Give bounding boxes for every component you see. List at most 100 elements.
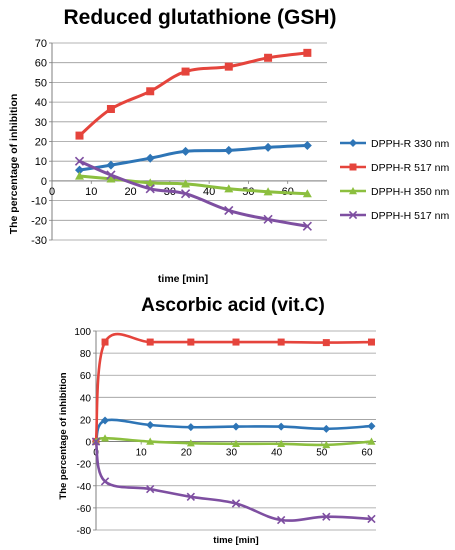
- data-point: [367, 338, 375, 346]
- legend-label: DPPH-R 517 nm: [371, 162, 449, 174]
- chart-1-y-axis-label: The percentage of inhibition: [8, 94, 20, 235]
- data-point: [322, 424, 331, 433]
- data-point: [100, 477, 110, 486]
- data-point: [232, 422, 240, 431]
- data-point: [303, 48, 312, 57]
- data-point: [322, 512, 331, 521]
- series-line: [94, 436, 373, 447]
- data-point: [106, 174, 116, 183]
- data-point: [146, 437, 155, 445]
- chart-1-y-tick-label: -30: [31, 235, 47, 247]
- data-point: [74, 156, 85, 166]
- data-point: [277, 422, 286, 431]
- data-point: [146, 420, 155, 429]
- data-point: [75, 171, 84, 180]
- data-point: [145, 184, 155, 194]
- data-point: [181, 179, 191, 188]
- data-point: [187, 338, 195, 346]
- data-point: [146, 338, 154, 346]
- data-point: [75, 165, 84, 175]
- chart-2-x-axis-label: time [min]: [213, 535, 258, 546]
- chart-2-y-tick-label: 60: [80, 371, 92, 382]
- legend-label: DPPH-H 517 nm: [371, 210, 449, 222]
- data-point: [277, 439, 286, 447]
- legend-marker: [349, 187, 357, 195]
- chart-1-y-tick-label: 0: [41, 176, 47, 188]
- legend-marker: [349, 139, 357, 147]
- chart-1-x-tick-label: 10: [85, 186, 97, 198]
- chart-1-x-tick-label: 40: [203, 186, 215, 198]
- data-point: [264, 53, 273, 62]
- chart-2-y-tick-label: 20: [80, 415, 92, 426]
- chart-1-x-axis-label: time [min]: [158, 273, 208, 285]
- chart-1-title: Reduced glutathione (GSH): [64, 6, 337, 29]
- chart-2-y-tick-label: 40: [80, 393, 92, 404]
- chart-2-y-tick-label: 0: [85, 438, 91, 449]
- data-point: [186, 439, 195, 447]
- chart-1-y-tick-label: -20: [31, 215, 47, 227]
- chart-2-y-tick-label: -40: [77, 482, 92, 493]
- chart-1-y-tick-label: 70: [35, 38, 47, 50]
- data-point: [302, 189, 312, 198]
- legend-label: DPPH-H 350 nm: [371, 186, 449, 198]
- chart-1-series-1: [75, 140, 312, 175]
- data-point: [101, 416, 110, 425]
- chart-1-series-3: [75, 171, 312, 198]
- data-point: [101, 338, 109, 346]
- legend-item: DPPH-R 330 nm: [340, 138, 449, 150]
- data-point: [146, 484, 155, 494]
- data-point: [302, 140, 312, 150]
- data-point: [106, 104, 115, 113]
- data-point: [145, 178, 155, 187]
- data-point: [181, 146, 191, 156]
- data-point: [101, 434, 110, 442]
- data-point: [224, 205, 234, 216]
- chart-2-x-tick-label: 60: [361, 448, 373, 459]
- data-point: [277, 338, 285, 346]
- chart-2-y-axis-label: The percentage of inhibition: [58, 372, 69, 499]
- chart-1-x-tick-label: 20: [124, 186, 136, 198]
- chart-1-y-tick-label: 30: [35, 117, 47, 129]
- series-line: [78, 51, 309, 138]
- data-point: [322, 440, 331, 449]
- data-point: [180, 189, 191, 199]
- data-point: [367, 422, 376, 431]
- chart-1-series-4: [74, 156, 312, 231]
- data-point: [186, 423, 195, 432]
- chart-2-x-tick-label: 40: [271, 448, 283, 459]
- chart-1-y-tick-label: 20: [35, 137, 47, 149]
- chart-1-y-tick-label: 60: [35, 58, 47, 70]
- chart-1-y-tick-label: -10: [31, 196, 47, 208]
- legend-item: DPPH-H 517 nm: [340, 210, 449, 222]
- data-point: [276, 515, 286, 525]
- data-point: [302, 221, 312, 231]
- chart-2-x-tick-label: 20: [181, 448, 193, 459]
- chart-2-title: Ascorbic acid (vit.C): [141, 295, 325, 316]
- data-point: [106, 170, 116, 180]
- data-point: [232, 439, 240, 447]
- data-point: [181, 67, 190, 76]
- data-point: [224, 145, 234, 155]
- data-point: [75, 131, 84, 140]
- legend-item: DPPH-H 350 nm: [340, 186, 449, 198]
- data-point: [322, 339, 330, 347]
- chart-2-y-tick-label: -20: [77, 460, 92, 471]
- chart-2-y-tick-label: 80: [80, 349, 92, 360]
- chart-2-x-tick-label: 50: [316, 448, 328, 459]
- chart-2-y-tick-label: -60: [77, 504, 92, 515]
- data-point: [91, 437, 101, 446]
- data-point: [224, 62, 233, 71]
- data-point: [367, 437, 376, 445]
- chart-1-legend: DPPH-R 330 nm DPPH-R 517 nm DPPH-H 350 nm D…: [340, 138, 449, 222]
- data-point: [146, 87, 155, 96]
- legend-item: DPPH-R 517 nm: [340, 162, 449, 174]
- data-point: [263, 214, 273, 224]
- chart-1-y-tick-label: 50: [35, 77, 47, 89]
- chart-2-y-tick-label: 100: [74, 327, 91, 338]
- legend-marker: [348, 210, 358, 220]
- data-point: [224, 184, 234, 193]
- chart-2-x-tick-label: 30: [226, 448, 238, 459]
